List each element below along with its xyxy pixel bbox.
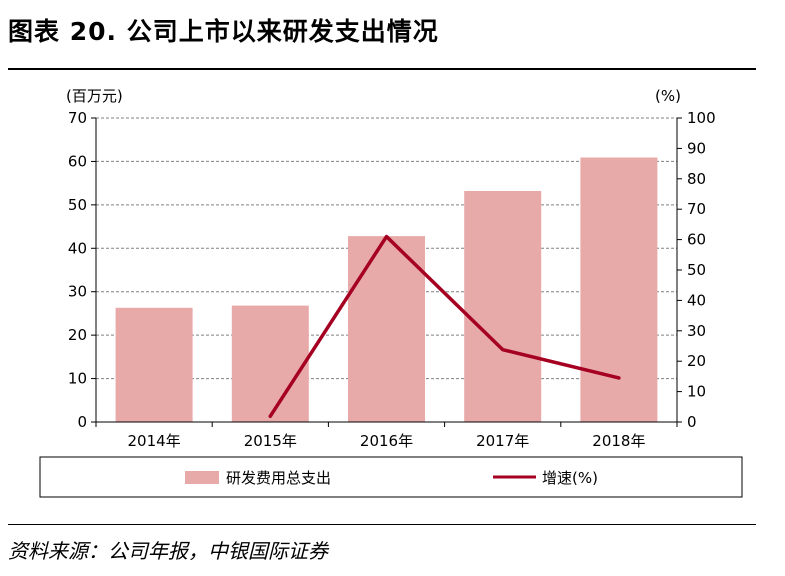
x-axis-ticks: 2014年 2015年 2016年 2017年 2018年: [128, 432, 646, 450]
x-tick-label: 2017年: [476, 432, 529, 450]
right-tick-label: 20: [687, 352, 706, 370]
bar: [580, 157, 658, 422]
growth-point: [501, 348, 505, 352]
left-tick-label: 70: [68, 109, 87, 127]
growth-line: [268, 234, 621, 418]
x-tick-label: 2014年: [128, 432, 181, 450]
right-tick-label: 80: [687, 170, 706, 188]
right-tick-label: 10: [687, 383, 706, 401]
bar: [115, 307, 193, 422]
right-tick-label: 70: [687, 200, 706, 218]
bar: [231, 305, 309, 422]
chart-area: 0 10 20 30 40 50 60 70 0 10 20 30 40 50 60 70 80 90 100 2…: [39, 87, 743, 498]
right-tick-label: 90: [687, 139, 706, 157]
legend-label-bar: 研发费用总支出: [226, 469, 331, 487]
left-tick-label: 30: [68, 283, 87, 301]
left-tick-label: 0: [77, 413, 87, 431]
legend: 研发费用总支出 增速(%): [39, 456, 743, 498]
title-rule: [8, 68, 756, 70]
left-tick-label: 40: [68, 239, 87, 257]
legend-box: [39, 456, 743, 498]
right-tick-label: 50: [687, 261, 706, 279]
x-tick-label: 2018年: [592, 432, 645, 450]
bar: [348, 236, 425, 422]
bar: [464, 190, 542, 422]
chart-title: 图表 20. 公司上市以来研发支出情况: [8, 17, 439, 46]
left-tick-label: 50: [68, 196, 87, 214]
source-note: 资料来源：公司年报，中银国际证券: [8, 539, 328, 563]
footer-rule: [8, 524, 756, 525]
growth-point: [268, 414, 272, 418]
axes: [91, 117, 682, 427]
growth-point: [385, 235, 388, 239]
legend-label-line: 增速(%): [542, 469, 598, 487]
legend-swatch-bar: [185, 471, 219, 484]
x-tick-label: 2015年: [244, 432, 297, 450]
right-tick-label: 0: [687, 413, 697, 431]
right-tick-label: 30: [687, 322, 706, 340]
right-tick-label: 60: [687, 231, 706, 249]
growth-point: [617, 376, 621, 380]
left-tick-label: 10: [68, 370, 87, 388]
right-tick-label: 40: [687, 291, 706, 309]
line-series: [268, 234, 621, 418]
x-tick-label: 2016年: [360, 432, 413, 450]
bar-series: [115, 157, 658, 422]
left-axis-ticks: 0 10 20 30 40 50 60 70: [68, 109, 87, 431]
right-axis-ticks: 0 10 20 30 40 50 60 70 80 90 100: [687, 109, 716, 431]
right-axis-unit: (%): [655, 87, 681, 105]
left-axis-unit: (百万元): [66, 87, 123, 105]
right-tick-label: 100: [687, 109, 716, 127]
left-tick-label: 60: [68, 152, 87, 170]
left-tick-label: 20: [68, 326, 87, 344]
